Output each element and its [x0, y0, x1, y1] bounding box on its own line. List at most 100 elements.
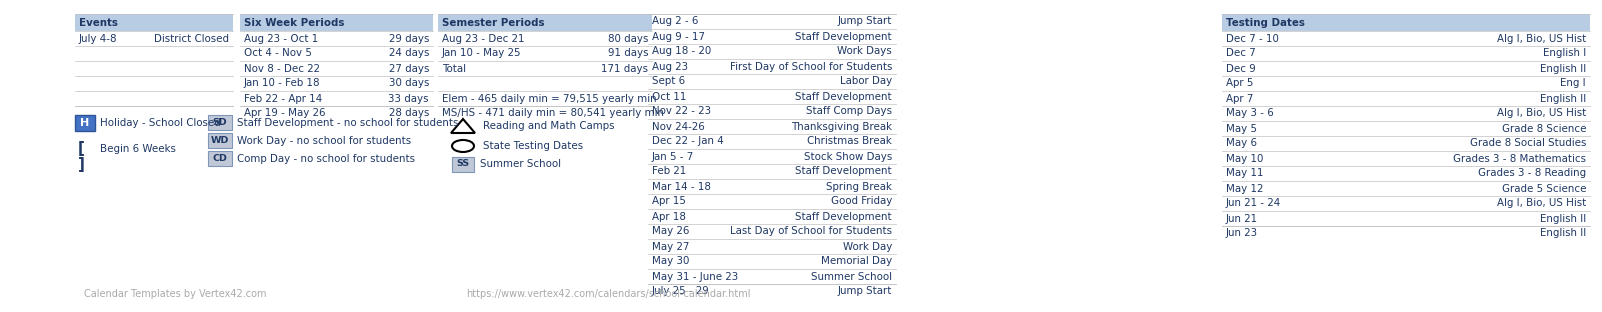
FancyBboxPatch shape [75, 14, 232, 31]
Text: Dec 9: Dec 9 [1226, 64, 1256, 74]
Text: English II: English II [1540, 94, 1586, 104]
Text: Summer School: Summer School [481, 159, 561, 169]
Text: Grade 8 Science: Grade 8 Science [1501, 124, 1586, 134]
FancyBboxPatch shape [1222, 14, 1591, 31]
Text: Aug 23: Aug 23 [652, 61, 689, 71]
Text: H: H [80, 118, 90, 128]
Text: District Closed: District Closed [154, 33, 229, 43]
Text: Summer School: Summer School [811, 271, 892, 281]
Text: May 27: May 27 [652, 241, 689, 251]
Text: Grade 5 Science: Grade 5 Science [1501, 183, 1586, 193]
Text: May 30: May 30 [652, 256, 689, 266]
Text: Alg I, Bio, US Hist: Alg I, Bio, US Hist [1496, 33, 1586, 43]
Text: May 6: May 6 [1226, 139, 1258, 149]
Text: Aug 2 - 6: Aug 2 - 6 [652, 17, 698, 27]
Text: May 12: May 12 [1226, 183, 1264, 193]
Text: ]: ] [78, 158, 85, 173]
FancyBboxPatch shape [75, 115, 95, 131]
Text: Apr 18: Apr 18 [652, 212, 686, 222]
Text: Labor Day: Labor Day [839, 76, 892, 86]
Text: Last Day of School for Students: Last Day of School for Students [731, 227, 892, 236]
Text: Aug 23 - Dec 21: Aug 23 - Dec 21 [442, 33, 524, 43]
Text: Eng I: Eng I [1560, 79, 1586, 89]
Text: May 3 - 6: May 3 - 6 [1226, 109, 1274, 119]
Text: Oct 11: Oct 11 [652, 91, 686, 101]
FancyBboxPatch shape [208, 133, 232, 148]
Text: Holiday - School Closed: Holiday - School Closed [99, 118, 221, 128]
Text: 24 days: 24 days [389, 48, 429, 59]
Text: Six Week Periods: Six Week Periods [244, 17, 344, 27]
Text: Christmas Break: Christmas Break [807, 137, 892, 147]
Text: Apr 19 - May 26: Apr 19 - May 26 [244, 109, 325, 119]
Text: Staff Development: Staff Development [795, 212, 892, 222]
Text: July 25 - 29: July 25 - 29 [652, 286, 710, 296]
Text: Staff Development: Staff Development [795, 32, 892, 41]
Text: Memorial Day: Memorial Day [820, 256, 892, 266]
FancyBboxPatch shape [208, 115, 232, 130]
Text: English II: English II [1540, 213, 1586, 223]
Text: Staff Development: Staff Development [795, 167, 892, 177]
Text: Grades 3 - 8 Mathematics: Grades 3 - 8 Mathematics [1453, 154, 1586, 163]
Text: Comp Day - no school for students: Comp Day - no school for students [237, 154, 415, 163]
Text: Staff Comp Days: Staff Comp Days [806, 106, 892, 116]
Text: Testing Dates: Testing Dates [1226, 17, 1306, 27]
Text: 80 days: 80 days [607, 33, 647, 43]
Text: 33 days: 33 days [389, 94, 429, 104]
Text: Aug 9 - 17: Aug 9 - 17 [652, 32, 705, 41]
Text: Apr 7: Apr 7 [1226, 94, 1253, 104]
Text: https://www.vertex42.com/calendars/school-calendar.html: https://www.vertex42.com/calendars/schoo… [466, 289, 750, 299]
Text: Jun 21: Jun 21 [1226, 213, 1258, 223]
Text: Nov 22 - 23: Nov 22 - 23 [652, 106, 711, 116]
Text: 171 days: 171 days [601, 64, 647, 74]
Text: Staff Development: Staff Development [795, 91, 892, 101]
Text: 30 days: 30 days [389, 79, 429, 89]
Text: Reading and Math Camps: Reading and Math Camps [482, 121, 615, 131]
Text: Sept 6: Sept 6 [652, 76, 686, 86]
Text: May 26: May 26 [652, 227, 689, 236]
Text: July 4-8: July 4-8 [78, 33, 117, 43]
Text: Spring Break: Spring Break [827, 182, 892, 192]
Text: Thanksgiving Break: Thanksgiving Break [791, 121, 892, 131]
Text: English I: English I [1543, 48, 1586, 59]
Text: Jump Start: Jump Start [838, 286, 892, 296]
Text: Dec 7: Dec 7 [1226, 48, 1256, 59]
Text: Apr 15: Apr 15 [652, 197, 686, 207]
Text: Dec 7 - 10: Dec 7 - 10 [1226, 33, 1278, 43]
Text: 91 days: 91 days [607, 48, 647, 59]
Text: Feb 22 - Apr 14: Feb 22 - Apr 14 [244, 94, 322, 104]
FancyBboxPatch shape [452, 157, 474, 172]
Text: Semester Periods: Semester Periods [442, 17, 545, 27]
Text: May 11: May 11 [1226, 168, 1264, 178]
Text: Jan 10 - Feb 18: Jan 10 - Feb 18 [244, 79, 320, 89]
Text: Begin 6 Weeks: Begin 6 Weeks [99, 144, 176, 154]
Text: Grade 8 Social Studies: Grade 8 Social Studies [1469, 139, 1586, 149]
Text: Aug 18 - 20: Aug 18 - 20 [652, 46, 711, 56]
Text: CD: CD [213, 154, 227, 163]
FancyBboxPatch shape [437, 14, 652, 31]
Text: Work Day: Work Day [843, 241, 892, 251]
Text: Alg I, Bio, US Hist: Alg I, Bio, US Hist [1496, 198, 1586, 208]
Text: Feb 21: Feb 21 [652, 167, 686, 177]
Text: Nov 8 - Dec 22: Nov 8 - Dec 22 [244, 64, 320, 74]
Text: Apr 5: Apr 5 [1226, 79, 1253, 89]
Text: [: [ [78, 142, 85, 157]
Text: May 5: May 5 [1226, 124, 1258, 134]
Text: WD: WD [211, 136, 229, 145]
Text: Work Days: Work Days [838, 46, 892, 56]
Text: Good Friday: Good Friday [830, 197, 892, 207]
Text: Jump Start: Jump Start [838, 17, 892, 27]
Text: Jan 5 - 7: Jan 5 - 7 [652, 152, 694, 162]
Text: 29 days: 29 days [389, 33, 429, 43]
Text: 28 days: 28 days [389, 109, 429, 119]
Text: Work Day - no school for students: Work Day - no school for students [237, 135, 412, 145]
Text: Events: Events [78, 17, 119, 27]
Text: Jun 23: Jun 23 [1226, 228, 1258, 238]
Text: Nov 24-26: Nov 24-26 [652, 121, 705, 131]
Text: SS: SS [457, 159, 469, 168]
Text: Total: Total [442, 64, 466, 74]
FancyBboxPatch shape [208, 151, 232, 166]
Text: SD: SD [213, 118, 227, 127]
Text: Oct 4 - Nov 5: Oct 4 - Nov 5 [244, 48, 312, 59]
Text: State Testing Dates: State Testing Dates [482, 141, 583, 151]
Text: First Day of School for Students: First Day of School for Students [729, 61, 892, 71]
